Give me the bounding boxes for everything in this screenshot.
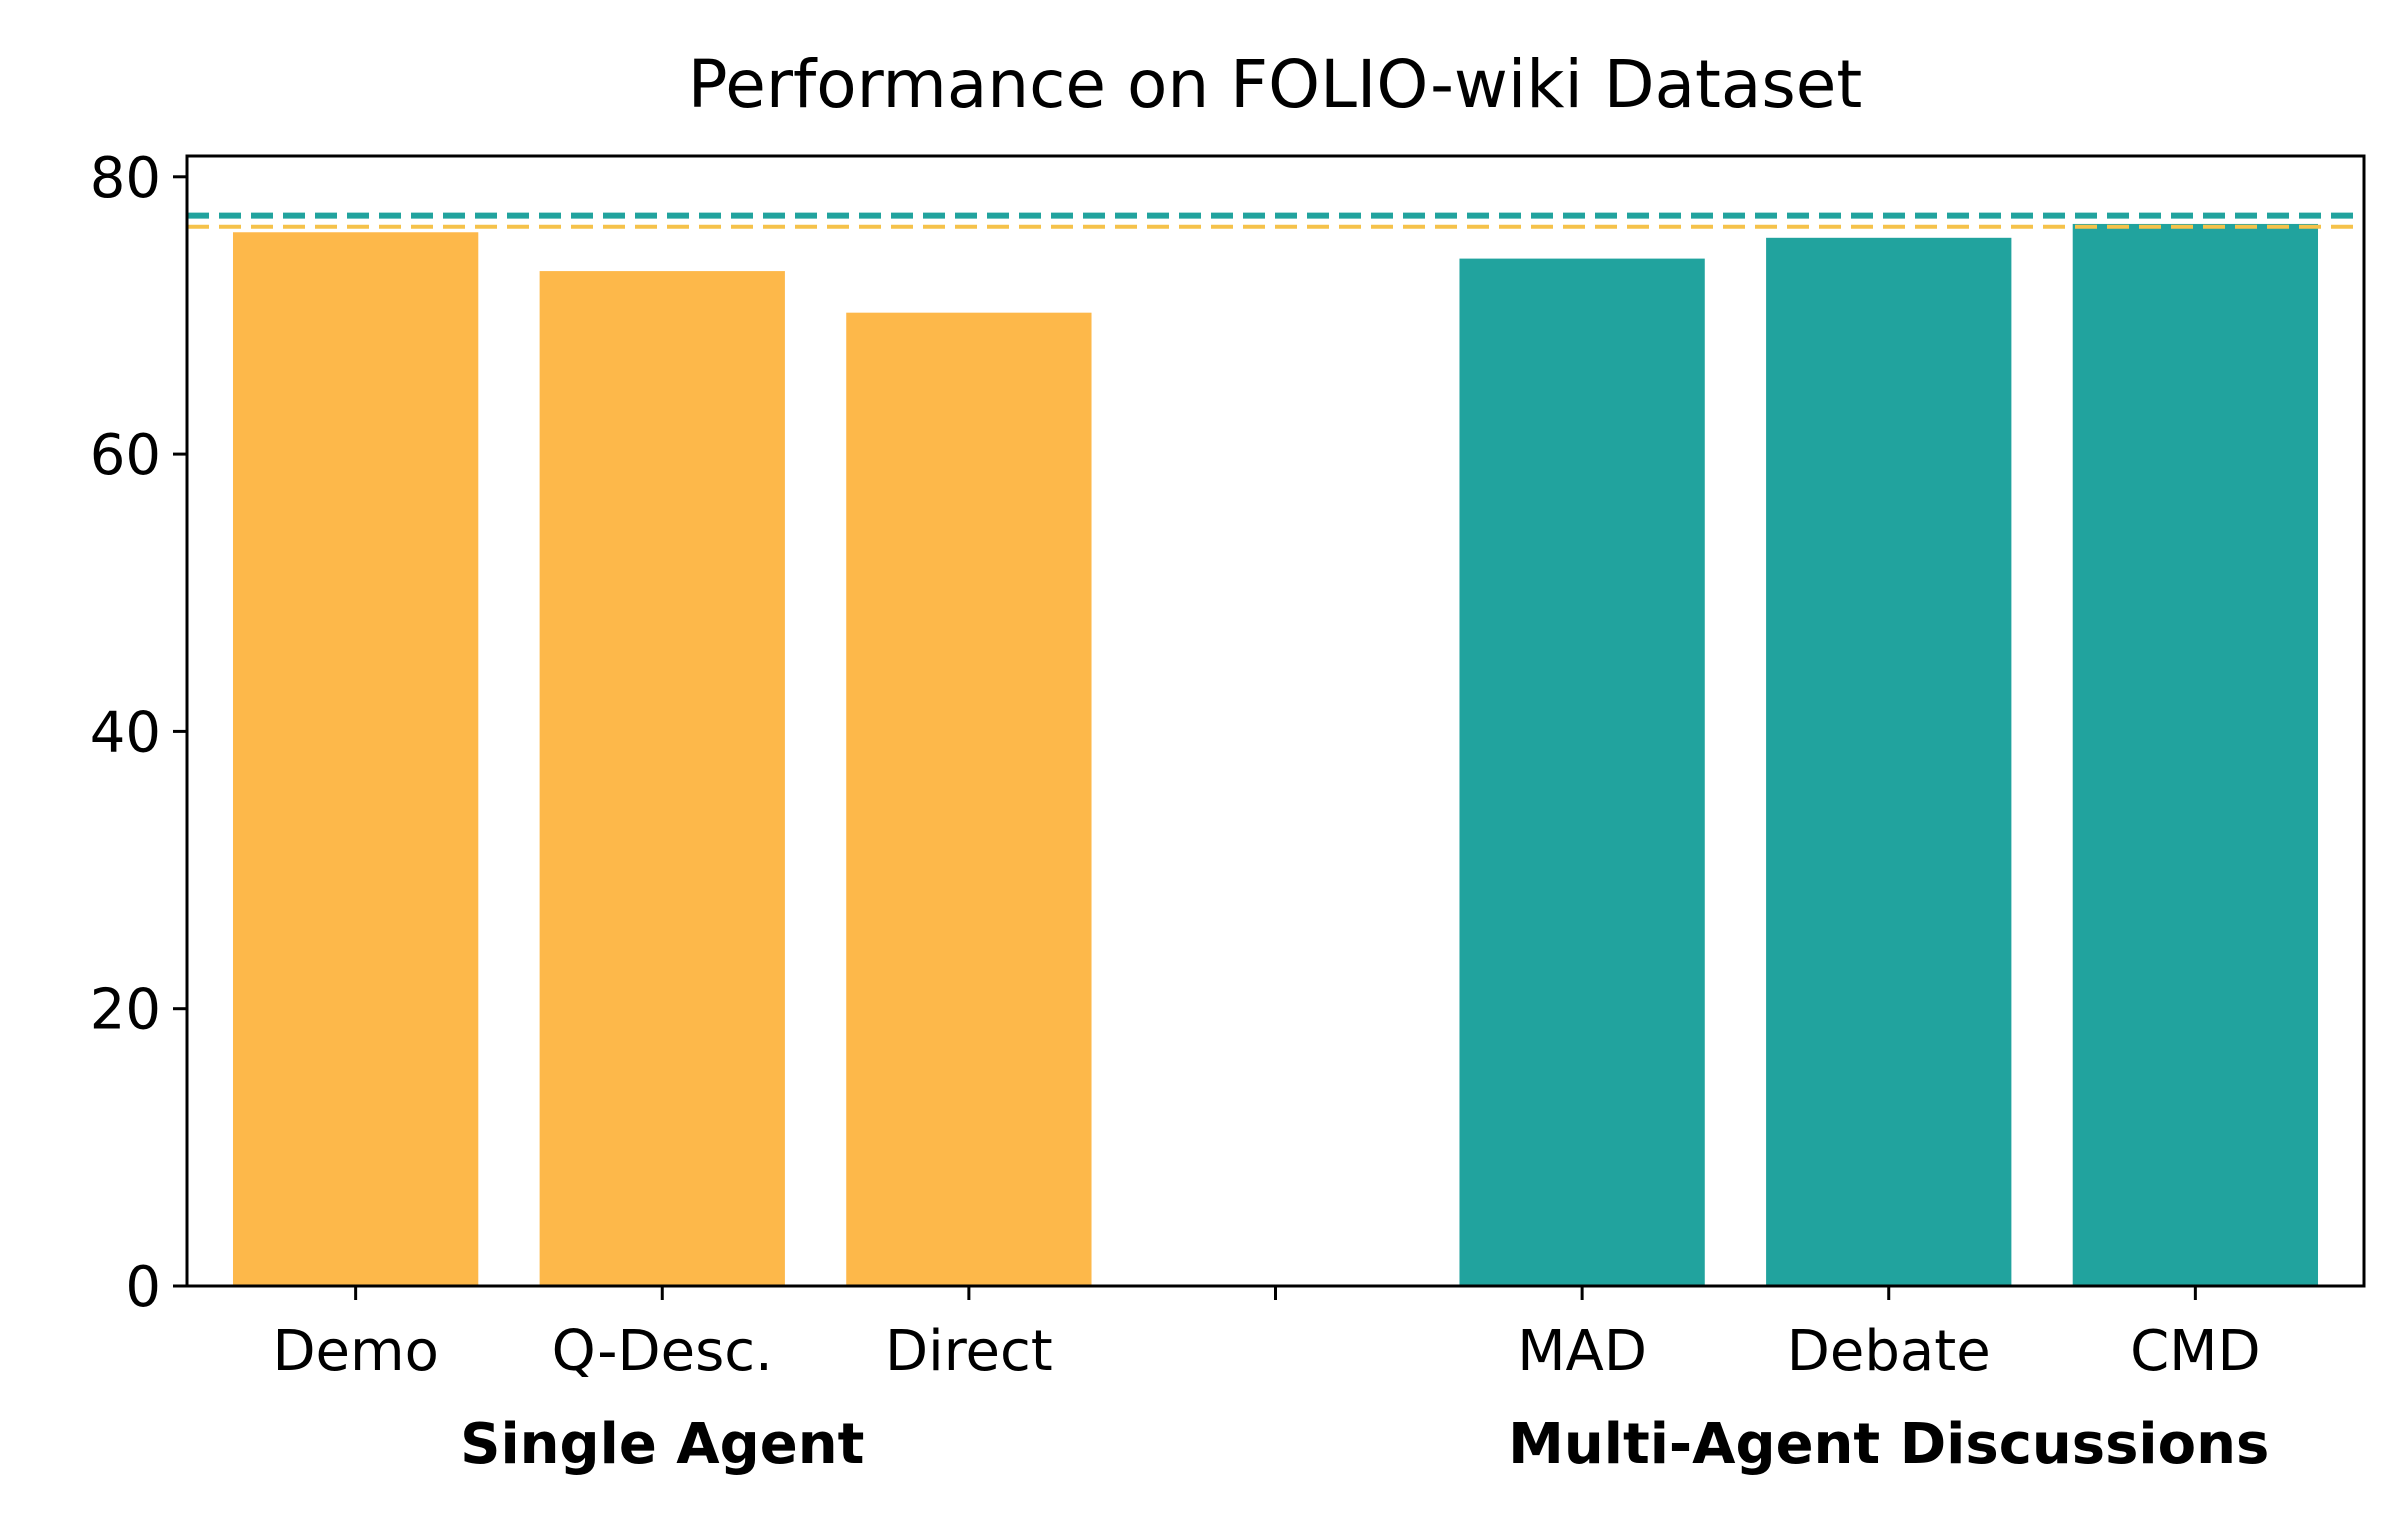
group-label-2: Multi-Agent Discussions bbox=[1508, 1412, 2269, 1477]
bar-mad bbox=[1459, 258, 1705, 1287]
bar-direct bbox=[846, 312, 1092, 1287]
bar-debate bbox=[1766, 237, 2012, 1286]
x-tick-label: Q-Desc. bbox=[552, 1319, 773, 1384]
y-axis: 0 20 40 60 80 bbox=[90, 146, 187, 1320]
group-label-1: Single Agent bbox=[460, 1412, 864, 1477]
bars-layer bbox=[232, 223, 2319, 1287]
y-tick-label: 20 bbox=[90, 978, 161, 1043]
plot-frame bbox=[185, 154, 2366, 1288]
bar-q-desc bbox=[539, 271, 785, 1287]
bar-demo bbox=[232, 232, 479, 1286]
x-tick-label: Debate bbox=[1787, 1319, 1991, 1384]
x-axis: Demo Q-Desc. Direct MAD Debate CMD Single Agen… bbox=[272, 1286, 2269, 1477]
y-tick-label: 40 bbox=[90, 700, 161, 765]
x-tick-label: MAD bbox=[1517, 1319, 1647, 1384]
x-tick-label: CMD bbox=[2130, 1319, 2261, 1384]
y-tick-label: 80 bbox=[90, 146, 161, 211]
reference-lines bbox=[187, 212, 2364, 229]
x-tick-label: Direct bbox=[885, 1319, 1053, 1384]
bar-cmd bbox=[2072, 223, 2319, 1287]
chart-title: Performance on FOLIO-wiki Dataset bbox=[688, 46, 1862, 123]
y-tick-label: 0 bbox=[125, 1255, 161, 1320]
x-tick-label: Demo bbox=[272, 1319, 438, 1384]
y-tick-label: 60 bbox=[90, 423, 161, 488]
